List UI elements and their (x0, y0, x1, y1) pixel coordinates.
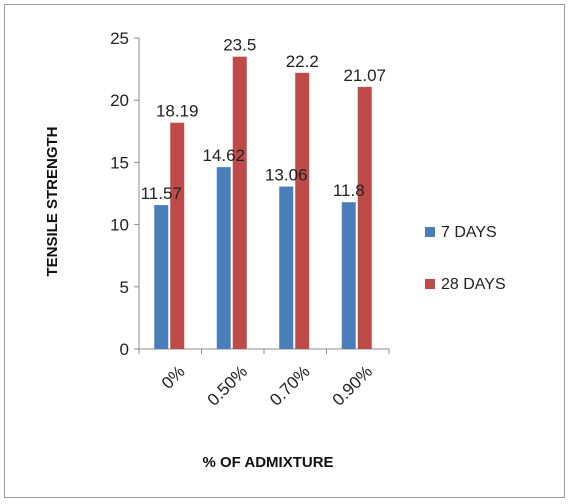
y-axis-title: TENSILE STRENGTH (44, 126, 61, 276)
data-label: 13.06 (265, 166, 308, 185)
legend-label: 7 DAYS (441, 224, 497, 241)
chart-canvas: 0 5 10 15 20 25 0% 0.50% 0.70% 0.90% 11.57 14.62 13… (44, 29, 506, 471)
bar-7-days (279, 186, 294, 349)
legend-swatch (425, 227, 435, 237)
bars (154, 56, 372, 350)
data-labels: 11.57 14.62 13.06 11.8 18.19 23.5 22.2 21.07 (141, 36, 386, 203)
bar-28-days (170, 122, 185, 349)
data-label: 23.5 (223, 36, 256, 55)
bar-7-days (216, 167, 231, 349)
data-label: 21.07 (343, 66, 386, 85)
y-tick-label: 5 (120, 278, 129, 297)
legend-label: 28 DAYS (441, 276, 506, 293)
y-tick-label: 25 (110, 29, 129, 48)
bar-28-days (232, 56, 247, 349)
bar-7-days (341, 202, 356, 349)
data-label: 11.57 (141, 184, 182, 203)
legend: 7 DAYS 28 DAYS (425, 224, 506, 293)
chart-frame: 0 5 10 15 20 25 0% 0.50% 0.70% 0.90% 11.57 14.62 13… (4, 4, 565, 498)
data-label: 14.62 (202, 146, 245, 165)
bar-7-days (154, 205, 169, 349)
y-tick-label: 15 (110, 153, 129, 172)
x-axis-title: % OF ADMIXTURE (202, 454, 333, 471)
y-tick-label: 20 (110, 91, 129, 110)
data-label: 11.8 (333, 181, 365, 200)
legend-swatch (425, 279, 435, 289)
bar-28-days (357, 86, 372, 350)
data-label: 22.2 (286, 52, 319, 71)
data-label: 18.19 (156, 102, 199, 121)
bar-28-days (295, 72, 310, 349)
x-tick-label: 0.50% (204, 362, 252, 410)
y-tick-label: 10 (110, 216, 129, 235)
x-tick-label: 0.90% (329, 362, 377, 410)
x-tick-label: 0.70% (266, 362, 314, 410)
y-tick-label: 0 (120, 340, 129, 359)
x-tick-label: 0% (158, 362, 189, 393)
